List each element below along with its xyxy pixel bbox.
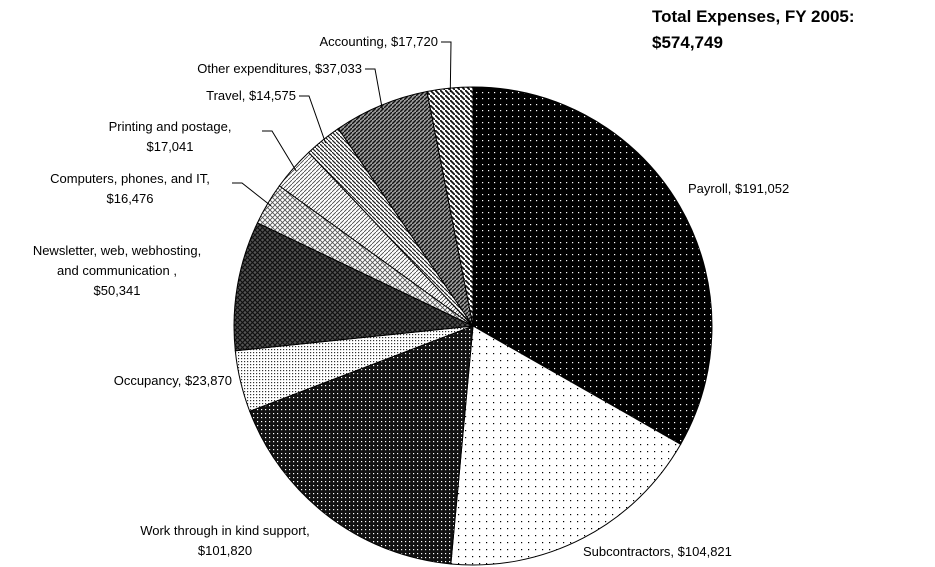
slice-label: Other expenditures, $37,033 — [197, 61, 362, 76]
pie-slice — [249, 325, 474, 565]
leader-line — [299, 95, 327, 144]
slice-label: Subcontractors, $104,821 — [583, 544, 732, 559]
slice-label: Travel, $14,575 — [206, 88, 296, 103]
slice-label: Payroll, $191,052 — [688, 181, 789, 196]
pie-slice — [450, 325, 682, 566]
pie-slice — [472, 86, 713, 445]
slice-label: Printing and postage, $17,041 — [109, 119, 232, 154]
leader-line — [365, 68, 383, 110]
leader-line — [232, 182, 272, 207]
pie-slice — [233, 222, 475, 352]
slice-label: Computers, phones, and IT, $16,476 — [50, 171, 210, 206]
slice-label: Occupancy, $23,870 — [114, 373, 232, 388]
slice-label: Work through in kind support, $101,820 — [140, 523, 310, 558]
chart-title: Total Expenses, FY 2005: $574,749 — [652, 7, 855, 52]
leader-line — [441, 41, 452, 93]
slice-label: Accounting, $17,720 — [319, 34, 438, 49]
leader-line — [262, 130, 297, 172]
slice-label: Newsletter, web, webhosting, and communic… — [33, 243, 201, 298]
